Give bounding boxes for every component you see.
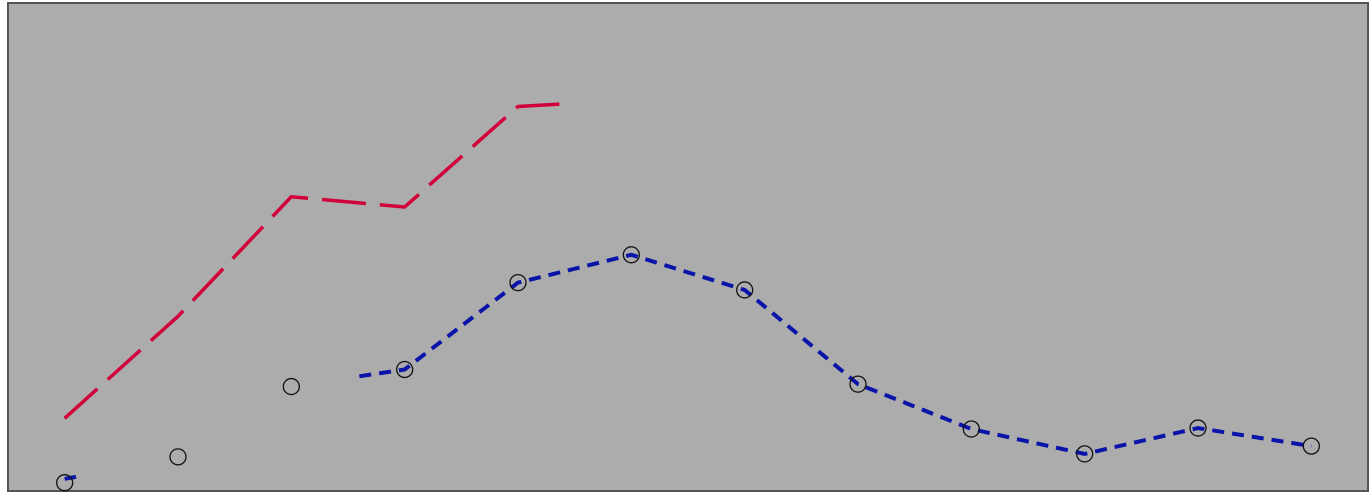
data-point-marker xyxy=(1076,445,1094,463)
data-point-marker xyxy=(509,273,527,292)
plot-area xyxy=(7,2,1369,492)
data-point-marker xyxy=(56,474,74,492)
series-markers xyxy=(56,246,1320,492)
data-point-marker xyxy=(849,375,867,393)
data-point-marker xyxy=(396,360,414,379)
data-point-marker xyxy=(169,448,187,466)
data-point-marker xyxy=(622,246,640,264)
data-point-marker xyxy=(962,420,980,438)
data-point-marker xyxy=(1189,419,1207,437)
data-point-marker xyxy=(1302,437,1320,455)
series-line-blue xyxy=(359,252,1312,456)
series-line-red xyxy=(63,101,570,420)
data-point-marker xyxy=(282,377,300,396)
data-point-marker xyxy=(736,281,754,299)
